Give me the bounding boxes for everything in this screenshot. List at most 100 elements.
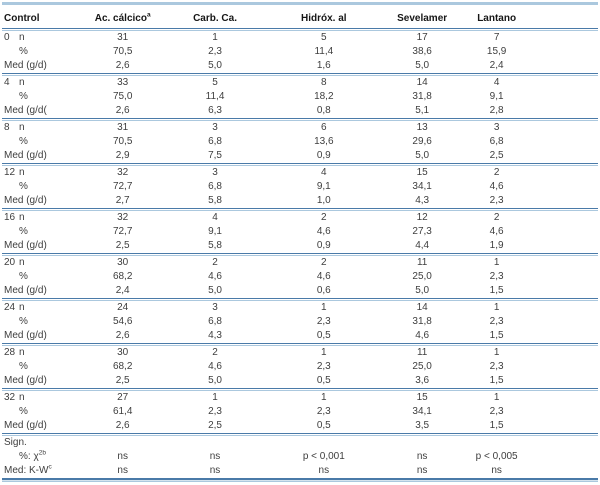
n-value: 1 [212,32,218,43]
n-label: n [19,32,25,43]
sign-value: p < 0,005 [475,451,518,462]
n-label: n [19,347,25,358]
pct-value: 4,6 [208,361,222,372]
n-value: 31 [117,32,129,43]
med-value: 2,5 [115,375,130,386]
week-label: 8 [4,122,10,133]
spacer-cell [532,301,598,315]
spacer-cell [532,419,598,433]
week-label: 12 [4,167,16,178]
med-value: 2,8 [489,105,504,116]
pct-value: 2,3 [489,316,504,327]
table-row-med: Med (g/d) 2,6 5,0 1,6 5,0 2,4 [2,59,598,73]
n-value: 33 [117,77,129,88]
table-row-pct: % 68,2 4,6 2,3 25,0 2,3 [2,360,598,374]
col-header-lantano-label: Lantano [477,13,517,24]
spacer-cell [532,31,598,45]
table-row-med: Med (g/d(2,6 6,3 0,8 5,1 2,8 [2,104,598,118]
n-value: 5 [212,77,218,88]
superscript: 2b [38,450,46,457]
med-value: 5,0 [415,60,430,71]
spacer-cell [532,284,598,298]
spacer-cell [532,450,598,464]
table-row-med: Med (g/d) 2,5 5,0 0,5 3,6 1,5 [2,374,598,388]
med-value: 6,3 [208,105,222,116]
med-value: 2,6 [115,60,130,71]
n-value: 4 [321,167,327,178]
table-top-rule [2,2,598,5]
med-value: 2,6 [115,420,130,431]
table-row-n: 24 n 24 3 1 14 1 [2,301,598,315]
med-value: 0,5 [316,420,331,431]
med-value: 4,3 [208,330,222,341]
n-value: 15 [416,392,428,403]
table-row-pct: % 54,6 6,8 2,3 31,8 2,3 [2,315,598,329]
med-value: 3,6 [415,375,430,386]
med-value: 5,0 [208,375,222,386]
header-row: Control Ac. cálcicoa Carb. Ca. Hidróx. a… [2,9,598,28]
spacer-cell [532,121,598,135]
n-value: 8 [321,77,327,88]
table-row-n: 12 n 32 3 4 15 2 [2,166,598,180]
pct-value: 2,3 [316,361,331,372]
col-header-carb-ca-label: Carb. Ca. [193,13,237,24]
spacer-cell [532,76,598,90]
spacer-cell [532,239,598,253]
pct-value: 34,1 [412,406,432,417]
n-value: 1 [493,347,500,358]
n-label: n [19,302,25,313]
col-header-control: Control [2,9,79,28]
pct-value: 4,6 [316,271,331,282]
n-label: n [19,167,25,178]
row-label-pct: % [19,226,28,237]
separator-line [2,433,598,436]
week-label: 20 [4,257,16,268]
med-value: 0,5 [316,330,331,341]
week-label: 32 [4,392,16,403]
n-value: 1 [493,302,500,313]
table-bottom-rule [2,478,598,482]
pct-value: 31,8 [412,91,432,102]
separator-line [2,73,598,76]
med-value: 5,0 [415,150,430,161]
spacer-cell [532,59,598,73]
header-separator [2,28,598,31]
sign-value: ns [318,465,330,476]
row-label-n: 20 n [2,256,79,270]
table-row-med: Med (g/d) 2,6 2,5 0,5 3,5 1,5 [2,419,598,433]
med-value: 2,6 [115,105,130,116]
pct-value: 29,6 [412,136,432,147]
row-label-pct: % [19,271,28,282]
med-value: 7,5 [208,150,222,161]
spacer-cell [532,256,598,270]
table-row-n: 0 n 31 1 5 17 7 [2,31,598,45]
n-value: 32 [117,167,129,178]
pct-value: 68,2 [112,361,133,372]
sign-row-label: Med: K-Wc [4,464,52,476]
sign-value: ns [117,465,128,476]
pct-value: 6,8 [208,136,222,147]
sign-value: ns [209,465,221,476]
separator-line [2,343,598,346]
row-label-n: 16 n [2,211,79,225]
n-value: 3 [493,122,500,133]
spacer-cell [532,391,598,405]
group-separator [2,253,598,256]
med-value: 2,6 [115,330,130,341]
med-value: 1,5 [489,285,504,296]
n-value: 6 [321,122,327,133]
pct-value: 34,1 [412,181,432,192]
table-row-n: 4 n 33 5 8 14 4 [2,76,598,90]
n-value: 30 [117,347,129,358]
med-value: 5,8 [208,240,222,251]
n-label: n [19,392,25,403]
week-label: 4 [4,77,10,88]
pct-value: 2,3 [316,316,331,327]
table-row-sign-0: %: χ2b ns ns p < 0,001 ns p < 0,005 [2,450,598,464]
n-value: 1 [321,347,327,358]
pct-value: 11,4 [314,46,334,57]
col-header-carb-ca: Carb. Ca. [166,9,264,28]
n-value: 2 [212,347,218,358]
table-row-n: 28 n 30 2 1 11 1 [2,346,598,360]
pct-value: 4,6 [316,226,331,237]
